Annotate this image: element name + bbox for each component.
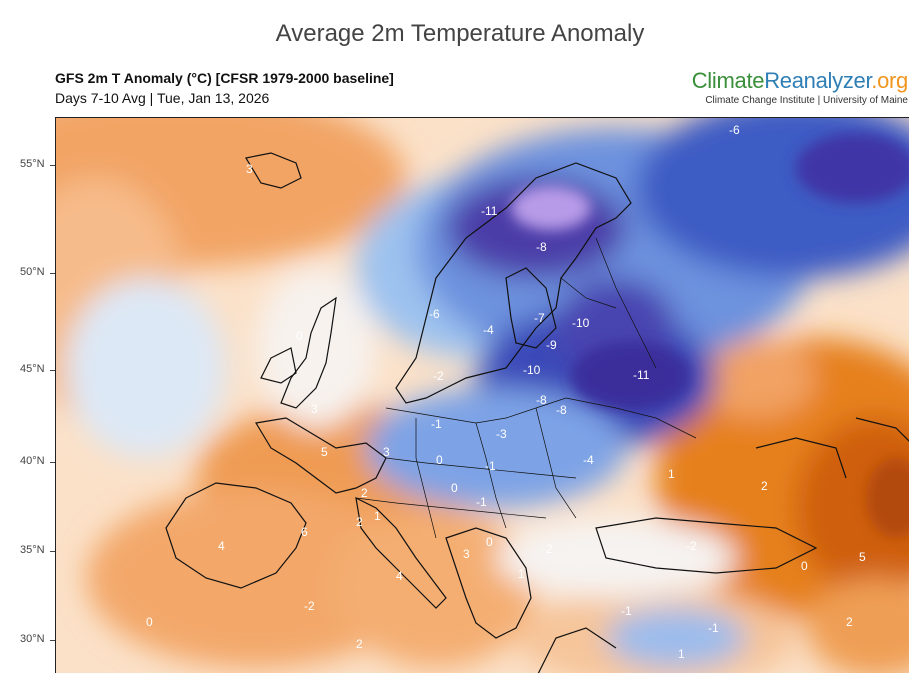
anomaly-label: -1 [621, 604, 632, 618]
anomaly-label: -4 [483, 323, 494, 337]
anomaly-label: 5 [859, 550, 866, 564]
lat-label-30: 30°N [20, 633, 45, 645]
map-title: GFS 2m T Anomaly (°C) [CFSR 1979-2000 ba… [55, 70, 394, 86]
anomaly-label: -10 [572, 316, 590, 330]
lat-label-35: 35°N [20, 544, 45, 556]
anomaly-label: 1 [374, 509, 381, 523]
anomaly-label: 0 [436, 453, 443, 467]
lat-tick [50, 370, 55, 371]
lat-tick [50, 640, 55, 641]
anomaly-cores [511, 133, 909, 538]
brand-tagline: Climate Change Institute | University of… [705, 95, 908, 106]
anomaly-label: 0 [146, 615, 153, 629]
anomaly-field [56, 118, 909, 673]
anomaly-labels: 3 -11 -8 -6 -4 0 -7 -10 -9 -2 -10 -11 -8… [146, 123, 866, 661]
anomaly-map[interactable]: 3 -11 -8 -6 -4 0 -7 -10 -9 -2 -10 -11 -8… [55, 117, 909, 673]
anomaly-label: 0 [486, 535, 493, 549]
coastlines [165, 152, 909, 673]
anomaly-label: -6 [729, 123, 740, 137]
anomaly-label: -4 [583, 453, 594, 467]
page-title: Average 2m Temperature Anomaly [275, 20, 645, 47]
anomaly-label: 2 [761, 479, 768, 493]
anomaly-label: 0 [451, 481, 458, 495]
anomaly-label: -6 [429, 307, 440, 321]
anomaly-label: 3 [383, 445, 390, 459]
lat-label-45: 45°N [20, 363, 45, 375]
anomaly-label: -8 [556, 403, 567, 417]
anomaly-label: -1 [431, 417, 442, 431]
anomaly-label: -8 [536, 393, 547, 407]
anomaly-label: 1 [668, 467, 675, 481]
country-borders [355, 237, 697, 539]
lat-tick [50, 165, 55, 166]
lat-tick [50, 273, 55, 274]
lat-label-55: 55°N [20, 158, 45, 170]
anomaly-label: 0 [801, 559, 808, 573]
anomaly-label: -1 [708, 621, 719, 635]
lat-tick [50, 462, 55, 463]
anomaly-label: -10 [523, 363, 541, 377]
anomaly-label: 4 [396, 569, 403, 583]
anomaly-label: -7 [534, 311, 545, 325]
anomaly-label: -2 [304, 599, 315, 613]
anomaly-label: 1 [518, 567, 525, 581]
anomaly-label: -2 [686, 539, 697, 553]
climate-reanalyzer-logo[interactable]: ClimateReanalyzer.org [691, 68, 909, 94]
anomaly-label: 2 [356, 637, 363, 651]
anomaly-label: -1 [485, 459, 496, 473]
lat-tick [50, 551, 55, 552]
brand-part-1: Climate [691, 68, 765, 93]
anomaly-label: 3 [246, 162, 253, 176]
anomaly-label: 4 [218, 539, 225, 553]
brand-part-2: Reanalyzer [764, 68, 872, 93]
anomaly-label: -9 [546, 338, 557, 352]
anomaly-label: 2 [546, 542, 553, 556]
anomaly-label: -1 [476, 495, 487, 509]
brand-part-3: .org [871, 68, 908, 93]
anomaly-map-svg: 3 -11 -8 -6 -4 0 -7 -10 -9 -2 -10 -11 -8… [56, 118, 909, 673]
anomaly-label: 2 [356, 515, 363, 529]
lat-label-50: 50°N [20, 266, 45, 278]
anomaly-label: -8 [536, 240, 547, 254]
anomaly-label: 1 [678, 647, 685, 661]
anomaly-label: 5 [321, 445, 328, 459]
map-subtitle: Days 7-10 Avg | Tue, Jan 13, 2026 [55, 90, 270, 106]
anomaly-label: 0 [296, 329, 303, 343]
anomaly-label: -11 [481, 204, 498, 218]
anomaly-label: 3 [311, 402, 318, 416]
anomaly-label: 2 [361, 486, 368, 500]
anomaly-label: -11 [633, 368, 650, 382]
anomaly-label: 2 [846, 615, 853, 629]
anomaly-label: 3 [463, 547, 470, 561]
anomaly-label: 6 [301, 525, 308, 539]
lat-label-40: 40°N [20, 455, 45, 467]
anomaly-label: -2 [433, 369, 444, 383]
anomaly-label: -3 [496, 427, 507, 441]
